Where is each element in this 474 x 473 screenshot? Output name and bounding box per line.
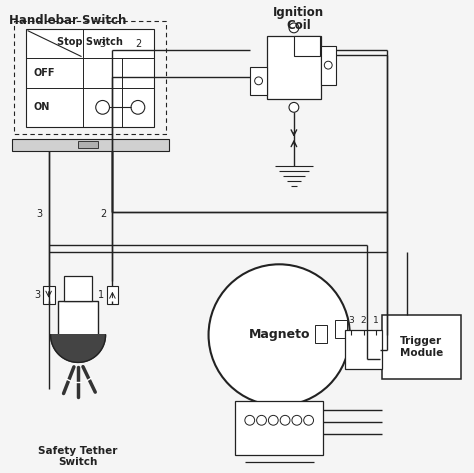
Text: 3: 3 — [348, 316, 354, 325]
Text: Ignition: Ignition — [273, 6, 324, 19]
Text: 1: 1 — [374, 316, 379, 325]
Bar — [335, 320, 347, 338]
Bar — [26, 29, 154, 127]
Circle shape — [268, 415, 278, 425]
Bar — [267, 36, 321, 99]
Bar — [294, 36, 320, 56]
Circle shape — [209, 264, 350, 405]
Bar — [58, 301, 98, 335]
Bar — [64, 276, 92, 301]
Bar — [316, 325, 327, 343]
Circle shape — [324, 61, 332, 69]
Bar — [250, 67, 267, 95]
Bar — [321, 45, 336, 85]
Bar — [235, 401, 323, 455]
Bar — [78, 140, 98, 148]
Bar — [12, 139, 169, 150]
Text: Safety Tether
Switch: Safety Tether Switch — [38, 446, 118, 467]
Text: Stop Switch: Stop Switch — [57, 37, 123, 47]
Circle shape — [256, 415, 266, 425]
Bar — [14, 21, 166, 134]
Text: Coil: Coil — [286, 19, 311, 32]
Text: 3: 3 — [100, 39, 106, 49]
Text: Handlebar Switch: Handlebar Switch — [9, 14, 127, 27]
Text: 2: 2 — [100, 209, 107, 219]
Text: 3: 3 — [36, 209, 43, 219]
Circle shape — [289, 103, 299, 112]
Circle shape — [292, 415, 302, 425]
Circle shape — [280, 415, 290, 425]
Bar — [43, 286, 55, 304]
Text: Trigger
Module: Trigger Module — [400, 336, 443, 358]
Polygon shape — [51, 335, 106, 362]
Text: 3: 3 — [35, 290, 41, 300]
Text: 1: 1 — [99, 290, 105, 300]
Text: 2: 2 — [135, 39, 141, 49]
Text: Magneto: Magneto — [248, 328, 310, 342]
Text: OFF: OFF — [34, 68, 55, 78]
Circle shape — [245, 415, 255, 425]
Text: ON: ON — [34, 102, 50, 113]
Bar — [382, 315, 461, 379]
Circle shape — [304, 415, 313, 425]
Circle shape — [289, 23, 299, 33]
Text: 2: 2 — [361, 316, 366, 325]
Bar — [345, 330, 382, 369]
Circle shape — [255, 77, 263, 85]
Bar — [107, 286, 118, 304]
